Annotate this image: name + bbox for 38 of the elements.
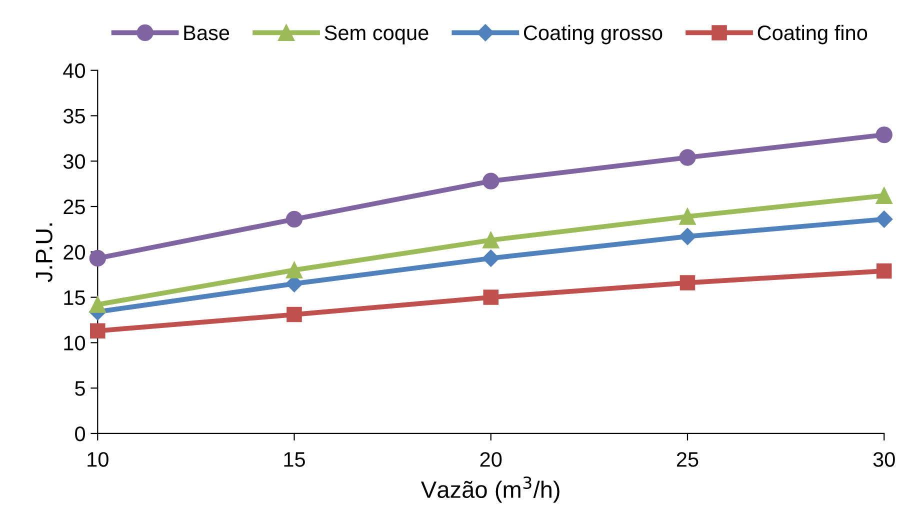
point xyxy=(678,228,696,246)
point xyxy=(876,263,892,279)
x-tick-label: 30 xyxy=(873,452,895,467)
x-tick-label: 20 xyxy=(480,452,502,467)
y-tick-label: 5 xyxy=(75,381,85,396)
y-tick-label: 0 xyxy=(75,426,86,442)
point xyxy=(482,172,500,190)
legend-label: Coating grosso xyxy=(524,24,662,44)
point xyxy=(482,232,500,248)
point xyxy=(483,290,499,305)
point xyxy=(286,262,303,278)
x-axis-title: Vazão (m$^{3}$/h) xyxy=(420,476,560,503)
point xyxy=(89,296,106,313)
y-tick-label: 35 xyxy=(63,108,85,124)
y-axis-title: J.P.U. xyxy=(36,223,52,282)
point xyxy=(482,250,500,267)
point xyxy=(876,126,892,144)
y-tick-label: 30 xyxy=(63,154,86,169)
y-tick-label: 10 xyxy=(64,336,86,350)
legend-label: Coating fino xyxy=(758,24,868,44)
x-tick-label: 15 xyxy=(284,452,305,467)
x-tick-label: 25 xyxy=(676,452,698,467)
point xyxy=(876,187,892,204)
legend-label: Sem coque xyxy=(324,25,428,44)
point xyxy=(679,149,696,166)
legend-label: Base xyxy=(184,26,230,40)
y-tick-label: 20 xyxy=(64,244,86,260)
point xyxy=(286,210,303,228)
point xyxy=(286,306,302,322)
point xyxy=(89,250,106,267)
point xyxy=(876,210,893,228)
x-tick-label: 10 xyxy=(88,452,108,467)
y-tick-label: 15 xyxy=(64,290,85,306)
point xyxy=(90,323,106,339)
y-tick-label: 25 xyxy=(64,200,85,214)
point xyxy=(680,275,696,290)
point xyxy=(679,208,696,225)
y-tick-label: 40 xyxy=(63,63,86,78)
